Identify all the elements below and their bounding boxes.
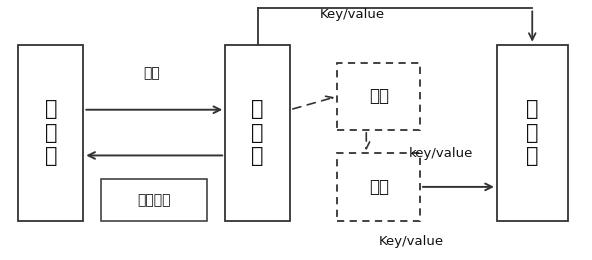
Text: 消息: 消息 [143, 66, 160, 80]
Text: 队列: 队列 [369, 178, 389, 196]
Bar [337, 153, 420, 220]
Bar [18, 45, 83, 220]
Bar [337, 63, 420, 130]
Bar [101, 179, 207, 220]
Text: Key/value: Key/value [320, 8, 385, 21]
Bar [225, 45, 290, 220]
Text: 反馈信息: 反馈信息 [137, 193, 171, 207]
Text: 客
户
端: 客 户 端 [44, 99, 57, 166]
Bar [497, 45, 568, 220]
Text: key/value: key/value [408, 147, 473, 160]
Text: Key/value: Key/value [379, 235, 444, 248]
Text: 处理: 处理 [369, 87, 389, 105]
Text: 服
务
器: 服 务 器 [252, 99, 264, 166]
Text: 存
储
端: 存 储 端 [526, 99, 539, 166]
